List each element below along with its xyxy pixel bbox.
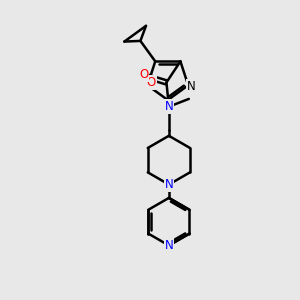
Text: N: N [164, 178, 173, 191]
Text: N: N [187, 80, 196, 93]
Text: O: O [146, 76, 156, 89]
Text: N: N [164, 100, 173, 113]
Text: N: N [164, 239, 173, 252]
Text: O: O [139, 68, 148, 81]
